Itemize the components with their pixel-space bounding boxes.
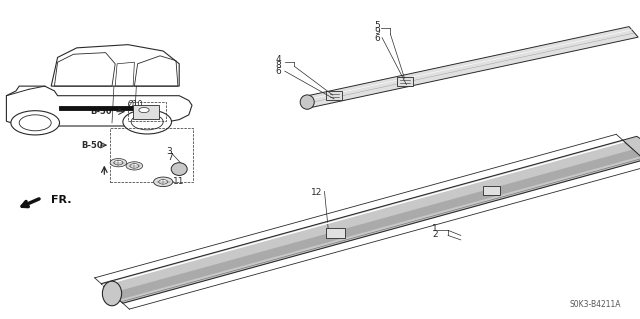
Text: 5: 5 [375, 21, 380, 30]
Text: 7: 7 [167, 153, 172, 162]
Text: 8: 8 [276, 61, 281, 70]
Polygon shape [326, 228, 345, 238]
Polygon shape [111, 149, 640, 300]
Circle shape [110, 159, 127, 167]
Ellipse shape [172, 163, 188, 175]
Circle shape [154, 177, 173, 187]
Text: 12: 12 [311, 188, 323, 197]
Polygon shape [483, 186, 500, 195]
Circle shape [139, 108, 149, 113]
Polygon shape [623, 136, 640, 160]
Ellipse shape [102, 281, 122, 306]
Text: 6: 6 [276, 67, 281, 76]
Text: 2: 2 [433, 230, 438, 239]
Ellipse shape [300, 95, 314, 109]
Polygon shape [397, 77, 413, 86]
Circle shape [130, 164, 139, 168]
Circle shape [123, 110, 172, 134]
Polygon shape [303, 26, 638, 108]
Circle shape [126, 162, 143, 170]
Circle shape [114, 160, 123, 165]
Text: 9: 9 [375, 27, 380, 36]
Text: 11: 11 [173, 177, 184, 186]
Text: Ø10: Ø10 [128, 100, 143, 108]
Text: S0K3-B4211A: S0K3-B4211A [570, 300, 621, 309]
Text: 4: 4 [276, 55, 281, 63]
Polygon shape [101, 140, 640, 303]
Polygon shape [326, 91, 342, 100]
Bar [128, 102, 166, 121]
Polygon shape [133, 105, 159, 119]
Circle shape [159, 180, 168, 184]
Bar [110, 128, 193, 182]
Text: 6: 6 [375, 34, 380, 43]
Text: B-50: B-50 [90, 107, 112, 115]
Text: 3: 3 [167, 147, 172, 156]
Text: B-50: B-50 [81, 141, 102, 150]
Text: FR.: FR. [51, 195, 72, 205]
Text: 1: 1 [433, 224, 438, 233]
Circle shape [11, 111, 60, 135]
